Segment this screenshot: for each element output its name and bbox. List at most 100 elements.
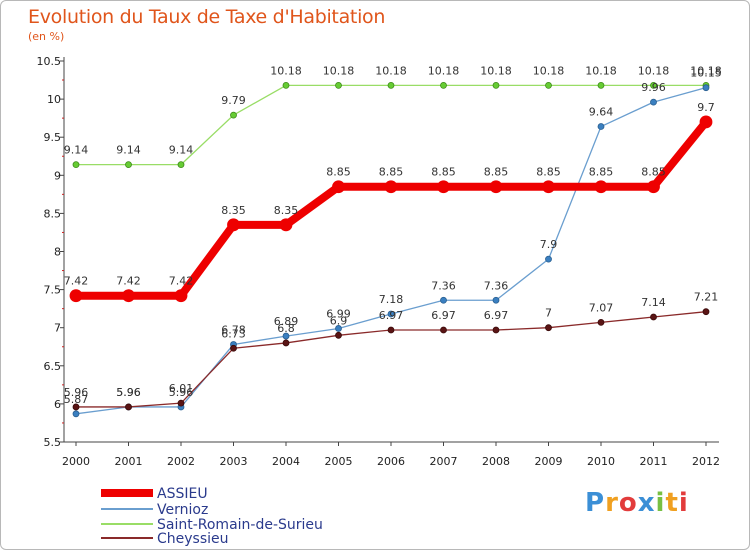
data-label: 8.35 [221, 204, 246, 217]
data-point [122, 289, 135, 303]
data-point [545, 255, 552, 263]
data-point [597, 123, 605, 130]
data-label: 10.18 [690, 64, 722, 77]
data-point [227, 218, 240, 232]
data-label: 6.99 [326, 307, 351, 320]
data-label: 8.85 [326, 166, 351, 179]
y-tick-label: 9.5 [44, 131, 62, 144]
data-point [177, 399, 185, 407]
data-label: 6.78 [221, 323, 246, 336]
data-label: 8.85 [641, 166, 666, 179]
logo-letter: x [637, 488, 656, 518]
data-label: 6.8 [277, 322, 295, 335]
legend-label: ASSIEU [157, 486, 208, 502]
data-point [650, 98, 657, 106]
data-point [72, 410, 80, 418]
data-point [387, 81, 395, 89]
series-layer [69, 81, 713, 418]
data-label: 8.85 [431, 166, 456, 179]
data-point [387, 326, 395, 334]
data-point [174, 289, 188, 303]
data-point [72, 403, 80, 411]
data-point [282, 81, 290, 89]
data-label: 7.36 [431, 279, 456, 292]
legend-label: Saint-Romain-de-Surieu [157, 517, 323, 533]
proxiti-logo: Proxiti [585, 488, 689, 518]
logo-letter: P [585, 488, 606, 518]
y-tick-label: 6 [54, 398, 61, 411]
data-point [492, 81, 500, 89]
data-point [279, 218, 293, 232]
data-label: 7.42 [169, 275, 194, 288]
data-point [545, 81, 552, 89]
logo-letter: i [655, 488, 666, 518]
data-point [335, 325, 342, 332]
data-point [72, 161, 80, 169]
data-label: 7.21 [694, 291, 719, 304]
chart-subtitle: (en %) [28, 30, 65, 43]
series-line-Vernioz [75, 87, 707, 415]
y-tick-label: 9 [54, 169, 61, 182]
x-tick-label: 2012 [692, 455, 720, 468]
data-label: 10.18 [323, 64, 355, 77]
y-tick-label: 10 [47, 93, 61, 106]
data-label: 6.97 [484, 309, 509, 322]
data-label: 7.14 [641, 296, 666, 309]
data-label: 10.18 [375, 64, 407, 77]
data-point [699, 115, 713, 129]
legend-label: Vernioz [157, 502, 208, 518]
data-label: 6.9 [330, 314, 348, 327]
data-point [647, 180, 660, 194]
data-label: 9.14 [169, 144, 194, 157]
data-point [492, 326, 500, 334]
data-point [440, 326, 447, 334]
data-point [125, 161, 132, 169]
data-point [387, 310, 395, 318]
data-point [69, 289, 83, 303]
y-tick-label: 8.5 [44, 207, 62, 220]
data-label: 7 [545, 307, 552, 320]
data-point [702, 84, 710, 92]
x-tick-label: 2007 [430, 455, 458, 468]
data-point [650, 313, 657, 321]
data-label: 9.7 [697, 101, 715, 114]
data-label: 10.18 [585, 64, 617, 77]
x-tick-label: 2004 [272, 455, 300, 468]
data-label: 9.14 [116, 144, 141, 157]
data-point [282, 339, 290, 347]
data-label: 9.79 [221, 94, 246, 107]
data-point [489, 180, 503, 194]
data-point [597, 318, 605, 326]
data-label: 9.14 [64, 144, 89, 157]
data-point [177, 161, 185, 169]
data-point [594, 180, 608, 194]
logo-letter: o [618, 488, 638, 518]
data-label: 6.89 [274, 315, 299, 328]
data-label: 10.18 [533, 64, 565, 77]
data-point [335, 81, 342, 89]
data-point [597, 81, 605, 89]
data-label: 7.36 [484, 279, 509, 292]
data-label: 10.18 [270, 64, 302, 77]
x-tick-label: 2003 [220, 455, 248, 468]
data-label: 6.97 [379, 309, 404, 322]
x-tick-label: 2008 [482, 455, 510, 468]
data-label: 7.07 [589, 301, 614, 314]
data-point [230, 344, 237, 352]
data-label: 5.87 [64, 393, 89, 406]
data-label: 5.96 [116, 386, 141, 399]
data-label: 10.18 [480, 64, 512, 77]
logo-letter: i [678, 488, 689, 518]
axes: 5.5 6 6.5 7 7.5 8 8.5 9 9.5 10 10.5 2000 2001 2002 200… [37, 55, 721, 468]
y-tick-label: 10.5 [37, 55, 62, 68]
x-tick-label: 2006 [377, 455, 405, 468]
data-label: 8.85 [536, 166, 561, 179]
data-labels: 9.14 9.14 9.14 9.79 10.18 10.18 10.18 10.18 10.1… [64, 64, 722, 405]
x-tick-label: 2009 [535, 455, 563, 468]
data-label: 10.18 [638, 64, 670, 77]
data-point [702, 308, 710, 316]
data-label: 6.97 [431, 309, 456, 322]
chart-title: Evolution du Taux de Taxe d'Habitation [28, 6, 386, 28]
y-tick-label: 7 [54, 322, 61, 335]
